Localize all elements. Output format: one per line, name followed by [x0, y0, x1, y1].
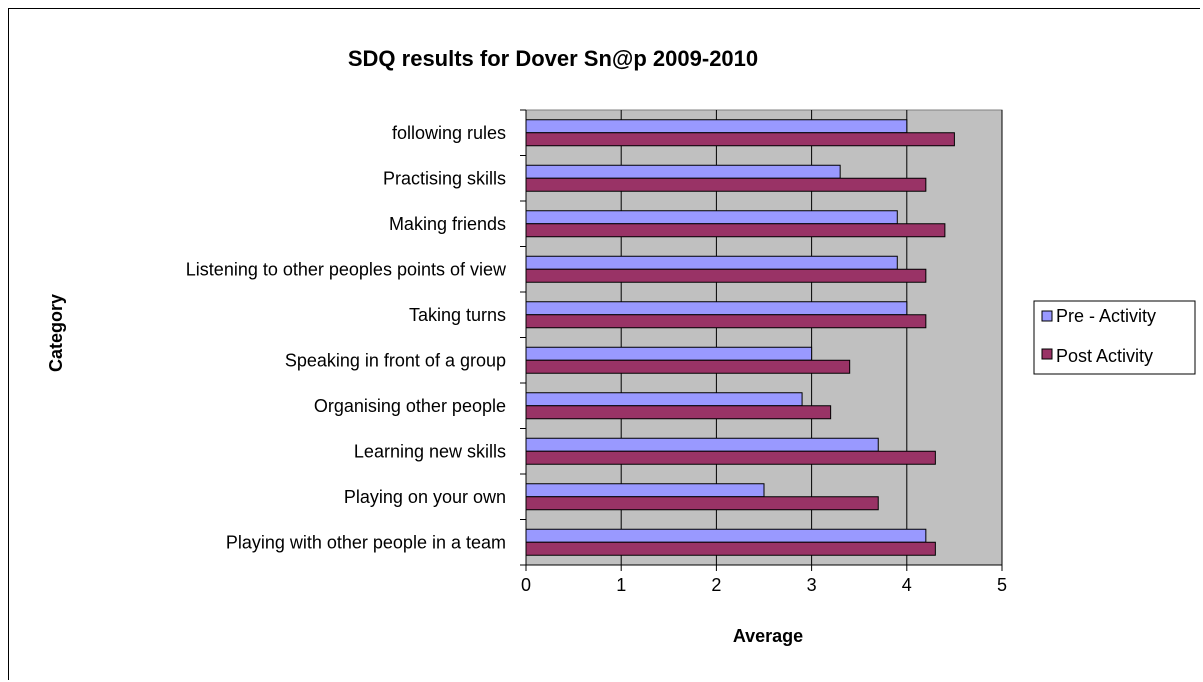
bar-post-activity: [525, 496, 879, 511]
y-axis-title: Category: [46, 294, 66, 372]
bar-pre-activity: [525, 255, 898, 270]
bar-post-activity: [525, 450, 936, 465]
x-tick-label: 4: [902, 575, 912, 595]
legend: Pre - Activity Post Activity: [1033, 300, 1196, 375]
chart-title: SDQ results for Dover Sn@p 2009-2010: [348, 46, 758, 71]
x-tick-label: 2: [711, 575, 721, 595]
bar-pre-activity: [525, 483, 765, 498]
bar-pre-activity: [525, 210, 898, 225]
bar-pre-activity: [525, 301, 908, 316]
x-tick-label: 3: [807, 575, 817, 595]
bar-pre-activity: [525, 528, 927, 543]
bars: [525, 119, 955, 556]
bar-post-activity: [525, 541, 936, 556]
bar-pre-activity: [525, 164, 841, 179]
bar-post-activity: [525, 314, 927, 329]
category-label: Speaking in front of a group: [285, 350, 506, 370]
category-label: Learning new skills: [354, 441, 506, 461]
bar-post-activity: [525, 268, 927, 283]
category-label: Organising other people: [314, 396, 506, 416]
tick-labels: 0 1 2 3 4 5: [521, 575, 1007, 595]
x-tick-label: 1: [616, 575, 626, 595]
category-label: Playing with other people in a team: [226, 532, 506, 552]
legend-swatch-pre: [1041, 310, 1053, 322]
bar-pre-activity: [525, 437, 879, 452]
category-label: Practising skills: [383, 168, 506, 188]
legend-swatch-post: [1041, 348, 1053, 360]
bar-pre-activity: [525, 346, 813, 361]
category-label: Making friends: [389, 214, 506, 234]
legend-label-pre: Pre - Activity: [1056, 306, 1156, 326]
chart-frame: [8, 8, 1200, 680]
category-label: Taking turns: [409, 305, 506, 325]
legend-box: [1033, 300, 1196, 375]
bar-post-activity: [525, 223, 946, 238]
category-label: following rules: [392, 123, 506, 143]
bar-pre-activity: [525, 392, 803, 407]
bar-post-activity: [525, 177, 927, 192]
category-label: Listening to other peoples points of vie…: [186, 259, 507, 279]
bar-post-activity: [525, 132, 955, 147]
axes: [520, 109, 1003, 571]
x-tick-label: 0: [521, 575, 531, 595]
category-labels: following rules Practising skills Making f…: [186, 123, 507, 553]
x-axis-title: Average: [733, 626, 803, 646]
bar-post-activity: [525, 359, 851, 374]
category-label: Playing on your own: [344, 487, 506, 507]
bar-pre-activity: [525, 119, 908, 134]
x-tick-label: 5: [997, 575, 1007, 595]
legend-label-post: Post Activity: [1056, 346, 1153, 366]
bar-post-activity: [525, 405, 832, 420]
